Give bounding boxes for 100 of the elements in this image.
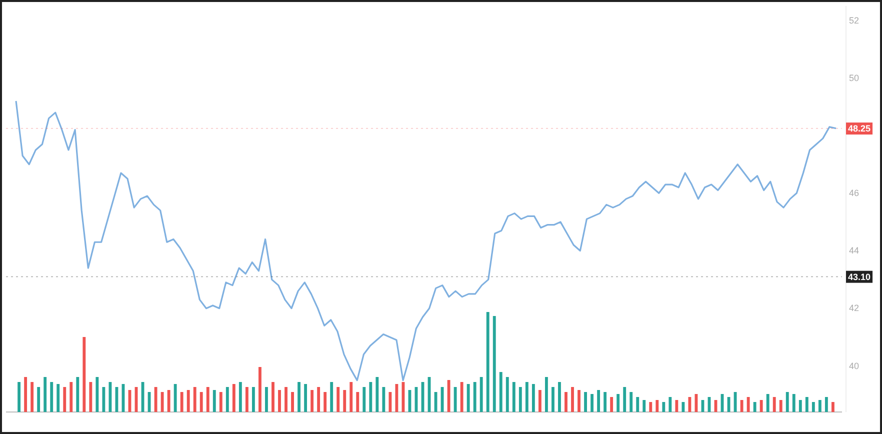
bar (284, 387, 288, 412)
bar (499, 372, 502, 412)
bar (473, 382, 476, 412)
bar (454, 387, 457, 412)
bar (50, 382, 54, 412)
bar (76, 377, 80, 412)
bar (552, 387, 554, 412)
bar (597, 390, 600, 412)
bar (662, 402, 666, 412)
bar (616, 394, 620, 412)
bar (544, 377, 548, 412)
bar (200, 392, 203, 412)
bar (636, 397, 640, 412)
bar (160, 392, 164, 412)
bar (792, 394, 796, 412)
y-tick-label: 40 (849, 360, 860, 371)
bar (186, 390, 190, 412)
bar (746, 397, 750, 412)
bar (44, 377, 47, 412)
bar (102, 387, 106, 412)
bar (831, 402, 834, 412)
bar (492, 316, 496, 412)
bar (343, 390, 346, 412)
bar (258, 367, 262, 412)
bar (824, 397, 828, 412)
bar (753, 402, 756, 412)
bar (193, 387, 196, 412)
bar (70, 382, 73, 412)
bar (675, 400, 678, 412)
bar (265, 387, 268, 412)
bar (252, 387, 255, 412)
bar (232, 384, 236, 412)
bar (382, 387, 386, 412)
bar (18, 382, 21, 412)
bar (506, 377, 509, 412)
bar (330, 382, 334, 412)
line-series (15, 100, 837, 382)
bar (578, 390, 580, 412)
bar (649, 402, 652, 412)
bar (180, 392, 184, 412)
bar (610, 397, 614, 412)
bar (167, 390, 170, 412)
bar (245, 387, 248, 412)
y-tick-label: 44 (849, 246, 860, 256)
bar (376, 377, 379, 412)
ref-line-label: 48.25 (848, 124, 871, 134)
bar (272, 382, 274, 412)
y-tick-label: 50 (849, 72, 860, 83)
bar (538, 390, 542, 412)
bar (395, 384, 398, 412)
bar (226, 387, 229, 412)
bar (304, 384, 308, 412)
bar (388, 392, 392, 412)
bar (798, 400, 802, 412)
bar (174, 384, 177, 412)
bar (324, 392, 327, 412)
bar (766, 394, 770, 412)
bar (96, 377, 99, 412)
bar (108, 382, 112, 412)
bar (238, 382, 242, 412)
bar (786, 392, 789, 412)
bar (298, 382, 300, 412)
bar (642, 400, 646, 412)
bar (291, 392, 294, 412)
bar (212, 390, 216, 412)
bar (525, 382, 528, 412)
bar (30, 382, 34, 412)
bar (310, 390, 314, 412)
y-tick-label: 46 (849, 188, 860, 198)
bar (818, 400, 822, 412)
y-tick-label: 52 (849, 15, 860, 26)
bar (532, 384, 535, 412)
bar (518, 387, 522, 412)
bar (590, 394, 594, 412)
bar (760, 400, 763, 412)
bar (369, 382, 372, 412)
bar (688, 397, 692, 412)
bar (512, 382, 516, 412)
bar (630, 392, 633, 412)
bar (805, 397, 808, 412)
bar (350, 382, 353, 412)
bar (486, 312, 490, 412)
bar (772, 397, 776, 412)
bar (656, 400, 659, 412)
bar (219, 392, 222, 412)
bar (206, 387, 210, 412)
bar (89, 382, 92, 412)
bar (336, 387, 340, 412)
bar (571, 387, 574, 412)
bar (604, 392, 607, 412)
bar (668, 397, 672, 412)
bar (480, 377, 483, 412)
bar (63, 387, 66, 412)
bar (24, 377, 28, 412)
bar (278, 390, 281, 412)
bar (779, 400, 782, 412)
bar (623, 387, 626, 412)
bar (812, 402, 815, 412)
bar (740, 400, 744, 412)
bar (564, 392, 568, 412)
